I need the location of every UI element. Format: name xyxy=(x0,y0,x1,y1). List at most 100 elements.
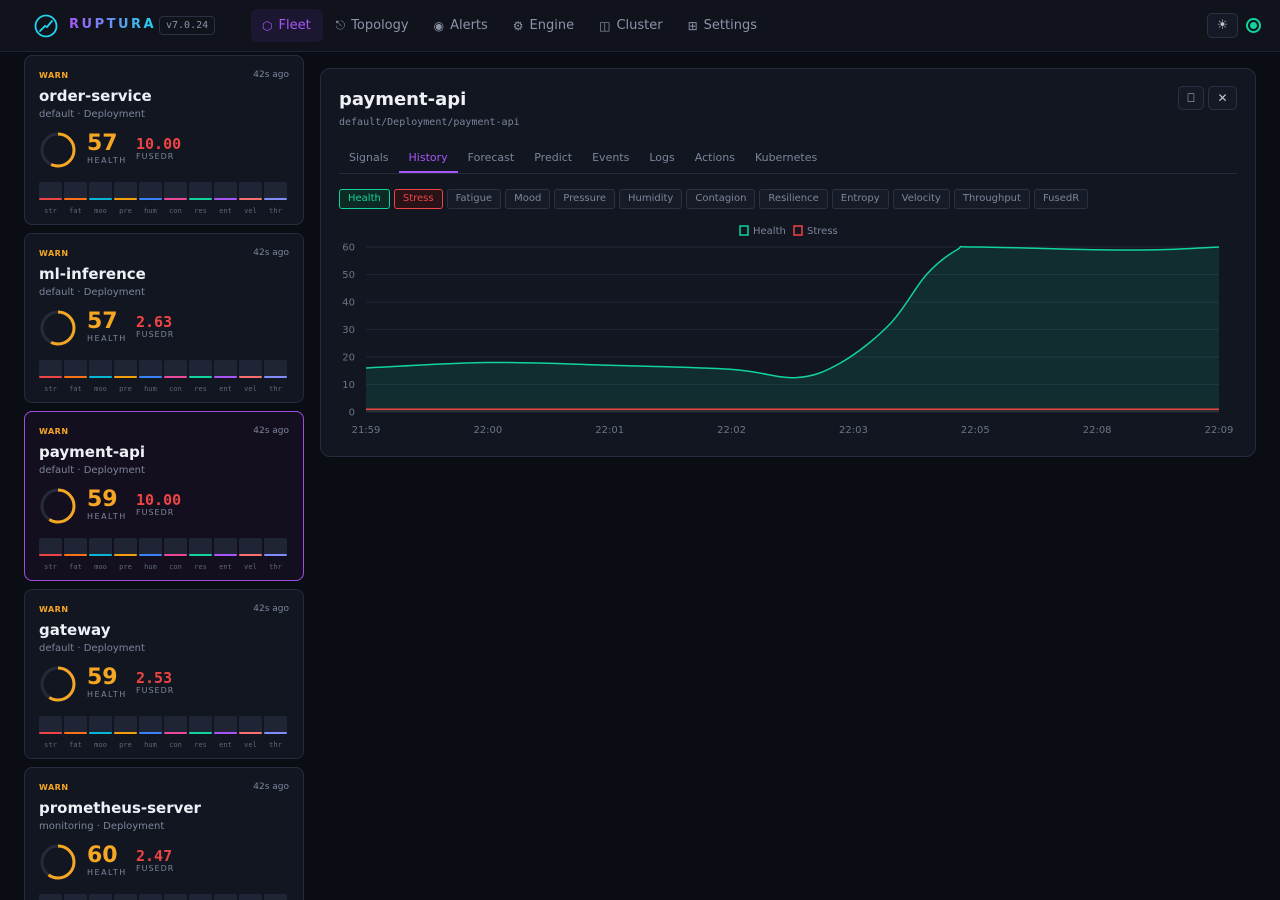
signal-bar-res xyxy=(189,182,212,200)
signal-bar-res xyxy=(189,538,212,556)
signal-label: str xyxy=(44,207,57,215)
signal-label: ent xyxy=(219,207,232,215)
nav-item-fleet[interactable]: ⬡ Fleet xyxy=(251,9,323,42)
health-label: HEALTH xyxy=(87,512,127,521)
metric-chip-fusedr[interactable]: FusedR xyxy=(1033,189,1089,209)
signal-bar-hum xyxy=(139,538,162,556)
legend-item-stress[interactable]: Stress xyxy=(793,225,838,237)
signal-level xyxy=(89,732,112,734)
last-updated: 42s ago xyxy=(253,70,289,80)
metric-chips: Health Stress Fatigue Mood Pressure Humidity C… xyxy=(339,189,1089,209)
tab-logs[interactable]: Logs xyxy=(649,151,675,164)
service-card[interactable]: WARN 42s ago payment-api default · Deployme… xyxy=(24,411,304,581)
signal-level xyxy=(239,732,262,734)
signal-level xyxy=(139,732,162,734)
signal-bar-vel xyxy=(239,182,262,200)
sun-icon: ☀ xyxy=(1216,18,1229,33)
signal-level xyxy=(164,732,187,734)
signal-label: con xyxy=(169,385,182,393)
detail-panel: payment-api default/Deployment/payment-a… xyxy=(320,68,1256,457)
signal-level xyxy=(64,376,87,378)
status-badge: WARN xyxy=(39,249,69,258)
metric-chip-health[interactable]: Health xyxy=(339,189,390,209)
detail-title: payment-api xyxy=(339,89,467,110)
health-score: 59 xyxy=(87,665,118,690)
service-card[interactable]: WARN 42s ago ml-inference default · Deploym… xyxy=(24,233,304,403)
signal-bar-ent xyxy=(214,894,237,900)
signal-bar-con xyxy=(164,894,187,900)
signal-bar-con xyxy=(164,182,187,200)
nav-item-label: Topology xyxy=(351,18,409,33)
metric-chip-humidity[interactable]: Humidity xyxy=(619,189,683,209)
signal-label: res xyxy=(194,207,207,215)
nav-item-label: Engine xyxy=(529,18,575,33)
signal-level xyxy=(164,376,187,378)
close-icon: ✕ xyxy=(1217,91,1228,105)
detail-tabs: Signals History Forecast Predict Events Logs A… xyxy=(339,145,1237,174)
close-button[interactable]: ✕ xyxy=(1208,86,1237,110)
x-tick-label: 22:02 xyxy=(717,425,746,436)
metric-chip-mood[interactable]: Mood xyxy=(505,189,551,209)
tab-forecast[interactable]: Forecast xyxy=(467,151,515,164)
signal-bar-ent xyxy=(214,182,237,200)
signal-level xyxy=(214,198,237,200)
signal-label: ent xyxy=(219,385,232,393)
signal-level xyxy=(239,376,262,378)
nav-item-cluster[interactable]: ◫ Cluster xyxy=(588,9,675,42)
signal-bar-ent xyxy=(214,360,237,378)
service-namespace: default · Deployment xyxy=(39,465,145,476)
signal-bar-hum xyxy=(139,182,162,200)
legend-item-health[interactable]: Health xyxy=(739,225,786,237)
nav-item-topology[interactable]: ⎋ Topology xyxy=(325,9,421,42)
service-card[interactable]: WARN 42s ago prometheus-server monitoring ·… xyxy=(24,767,304,900)
tab-actions[interactable]: Actions xyxy=(694,151,735,164)
signal-label: moo xyxy=(94,207,107,215)
service-card[interactable]: WARN 42s ago order-service default · Deploy… xyxy=(24,55,304,225)
metric-chip-velocity[interactable]: Velocity xyxy=(892,189,950,209)
metric-chip-pressure[interactable]: Pressure xyxy=(554,189,615,209)
nav-item-settings[interactable]: ⊞ Settings xyxy=(677,9,769,42)
signal-bar-pre xyxy=(114,894,137,900)
legend-label: Health xyxy=(753,226,786,237)
signal-labels: str fat moo pre hum con res ent vel thr xyxy=(39,207,287,215)
health-ring xyxy=(40,666,76,702)
fused-label: FUSEDR xyxy=(136,152,175,161)
signal-bar-moo xyxy=(89,360,112,378)
signal-level xyxy=(189,732,212,734)
service-card[interactable]: WARN 42s ago gateway default · Deployment 59… xyxy=(24,589,304,759)
signal-bar-thr xyxy=(264,538,287,556)
fused-label: FUSEDR xyxy=(136,508,175,517)
tab-signals[interactable]: Signals xyxy=(349,151,389,164)
metric-chip-throughput[interactable]: Throughput xyxy=(953,189,1030,209)
chart-legend: Health Stress xyxy=(739,225,838,237)
health-label: HEALTH xyxy=(87,334,127,343)
last-updated: 42s ago xyxy=(253,426,289,436)
signal-level xyxy=(189,554,212,556)
fused-value: 2.47 xyxy=(136,847,173,865)
nav-item-alerts[interactable]: ◉ Alerts xyxy=(423,9,500,42)
metric-chip-stress[interactable]: Stress xyxy=(393,189,443,209)
nav-item-engine[interactable]: ⚙ Engine xyxy=(502,9,586,42)
signal-bar-vel xyxy=(239,716,262,734)
x-tick-label: 22:05 xyxy=(961,425,990,436)
signal-label: con xyxy=(169,741,182,749)
theme-toggle-button[interactable]: ☀ xyxy=(1207,13,1238,38)
metric-chip-entropy[interactable]: Entropy xyxy=(831,189,889,209)
signal-level xyxy=(114,554,137,556)
alert-icon: ◉ xyxy=(433,18,445,33)
service-name: prometheus-server xyxy=(39,799,201,817)
expand-button[interactable]: ⎕ xyxy=(1178,86,1204,110)
signal-bar-str xyxy=(39,894,62,900)
tab-history[interactable]: History xyxy=(398,145,458,173)
fused-label: FUSEDR xyxy=(136,864,175,873)
signal-level xyxy=(89,198,112,200)
tab-predict[interactable]: Predict xyxy=(534,151,573,164)
tab-kubernetes[interactable]: Kubernetes xyxy=(754,151,818,164)
signal-label: pre xyxy=(119,741,132,749)
signal-bar-thr xyxy=(264,894,287,900)
metric-chip-fatigue[interactable]: Fatigue xyxy=(446,189,502,209)
fused-value: 10.00 xyxy=(136,135,182,153)
metric-chip-resilience[interactable]: Resilience xyxy=(759,189,828,209)
tab-events[interactable]: Events xyxy=(592,151,630,164)
metric-chip-contagion[interactable]: Contagion xyxy=(686,189,756,209)
